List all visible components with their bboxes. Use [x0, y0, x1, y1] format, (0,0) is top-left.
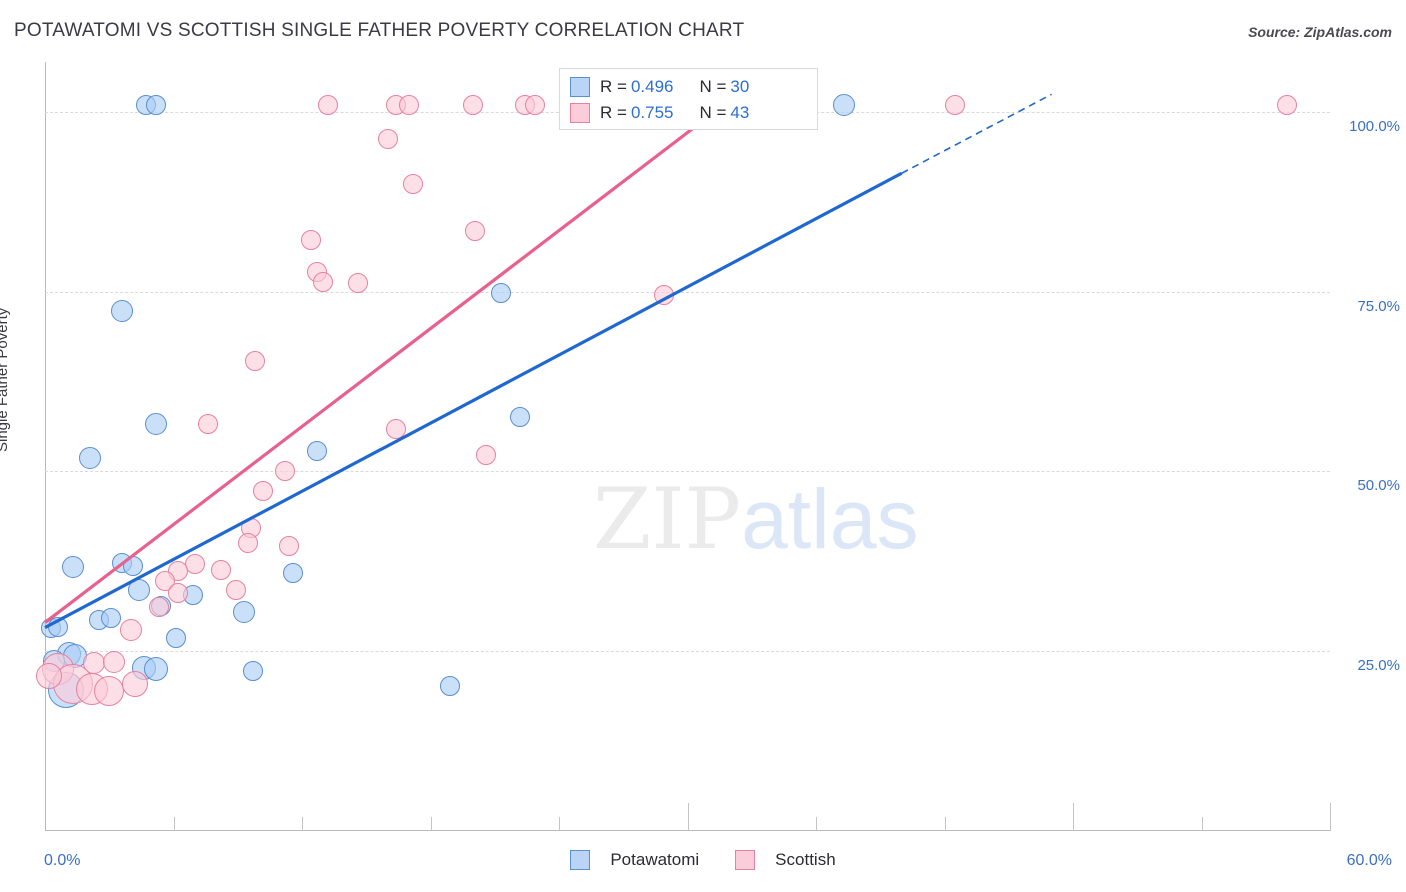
- data-point[interactable]: [102, 651, 125, 674]
- page-title: POTAWATOMI VS SCOTTISH SINGLE FATHER POV…: [14, 20, 745, 41]
- data-point[interactable]: [238, 532, 259, 553]
- data-point[interactable]: [491, 283, 512, 304]
- x-axis-tick: [1330, 803, 1331, 831]
- data-point[interactable]: [274, 461, 295, 482]
- zipatlas-watermark: ZIPatlas: [593, 470, 919, 568]
- stats-row: R = 0.755 N = 43: [570, 100, 807, 126]
- series-legend: Potawatomi Scottish: [0, 850, 1406, 870]
- data-point[interactable]: [510, 407, 531, 428]
- stats-r-value: 0.755: [630, 103, 674, 122]
- y-axis-tick-label: 75.0%: [1357, 297, 1400, 315]
- stats-row: R = 0.496 N = 30: [570, 74, 807, 100]
- gridline: [45, 471, 1330, 473]
- data-point[interactable]: [242, 660, 263, 681]
- y-axis-tick-label: 25.0%: [1357, 656, 1400, 674]
- x-axis-tick: [816, 817, 817, 831]
- x-axis-min-label: 0.0%: [44, 852, 81, 869]
- data-point[interactable]: [122, 555, 143, 576]
- stats-swatch-scottish: [570, 103, 590, 123]
- data-point[interactable]: [317, 95, 338, 116]
- data-point[interactable]: [61, 555, 84, 578]
- x-axis-tick: [944, 817, 946, 831]
- x-axis-tick: [559, 817, 560, 831]
- data-point[interactable]: [121, 670, 148, 697]
- x-axis-tick: [430, 817, 432, 831]
- stats-r-label: R =: [600, 103, 627, 122]
- y-axis-tick-label: 50.0%: [1357, 477, 1400, 495]
- gridline: [45, 291, 1330, 293]
- stats-r-value: 0.496: [630, 77, 674, 96]
- data-point[interactable]: [167, 583, 188, 604]
- data-point[interactable]: [197, 414, 218, 435]
- watermark-atlas: atlas: [741, 472, 919, 566]
- stats-n-value: 30: [730, 77, 750, 96]
- stats-n-label: N =: [699, 103, 727, 122]
- data-point[interactable]: [347, 273, 368, 294]
- data-point[interactable]: [210, 560, 231, 581]
- data-point[interactable]: [78, 447, 101, 470]
- stats-swatch-potawatomi: [570, 77, 590, 97]
- data-point[interactable]: [399, 95, 420, 116]
- data-point[interactable]: [184, 553, 205, 574]
- source-attribution: Source: ZipAtlas.com: [1248, 24, 1392, 40]
- data-point[interactable]: [47, 616, 68, 637]
- data-point[interactable]: [244, 350, 265, 371]
- watermark-zip: ZIP: [593, 470, 742, 568]
- data-point[interactable]: [101, 608, 122, 629]
- data-point[interactable]: [465, 220, 486, 241]
- gridline: [45, 650, 1330, 652]
- data-point[interactable]: [1277, 95, 1298, 116]
- legend-item-scottish[interactable]: Scottish: [735, 850, 836, 870]
- data-point[interactable]: [283, 563, 304, 584]
- x-axis-tick: [1073, 803, 1074, 831]
- data-point[interactable]: [94, 675, 125, 706]
- data-point[interactable]: [306, 441, 327, 462]
- data-point[interactable]: [128, 578, 151, 601]
- x-axis-tick: [173, 817, 175, 831]
- data-point[interactable]: [144, 656, 169, 681]
- data-point[interactable]: [313, 271, 334, 292]
- data-point[interactable]: [300, 230, 321, 250]
- x-axis-max-label: 60.0%: [1346, 852, 1392, 869]
- data-point[interactable]: [403, 174, 424, 195]
- data-point[interactable]: [233, 600, 256, 623]
- legend-swatch-potawatomi: [570, 850, 591, 870]
- data-point[interactable]: [439, 676, 460, 697]
- data-point[interactable]: [145, 412, 168, 435]
- data-point[interactable]: [148, 597, 169, 618]
- x-axis-tick: [687, 803, 689, 831]
- data-point[interactable]: [36, 662, 63, 689]
- y-axis-title: Single Father Poverty: [0, 307, 11, 452]
- data-point[interactable]: [225, 579, 246, 600]
- stats-r-label: R =: [600, 77, 627, 96]
- data-point[interactable]: [111, 300, 134, 323]
- legend-item-potawatomi[interactable]: Potawatomi: [570, 850, 699, 870]
- legend-label-scottish: Scottish: [775, 850, 836, 869]
- data-point[interactable]: [165, 628, 186, 649]
- data-point[interactable]: [119, 619, 142, 642]
- data-point[interactable]: [653, 284, 674, 305]
- data-point[interactable]: [253, 481, 274, 502]
- data-point[interactable]: [279, 535, 300, 556]
- correlation-stats-box: R = 0.496 N = 30 R = 0.755 N = 43: [559, 68, 818, 130]
- legend-label-potawatomi: Potawatomi: [610, 850, 700, 869]
- x-axis-tick: [302, 817, 303, 831]
- y-axis-tick-label: 100.0%: [1349, 118, 1400, 136]
- stats-n-label: N =: [699, 77, 727, 96]
- data-point[interactable]: [386, 418, 407, 439]
- scatter-plot-area: ZIPatlas: [36, 62, 1331, 831]
- data-point[interactable]: [832, 94, 855, 117]
- data-point[interactable]: [476, 445, 497, 466]
- x-axis-tick: [1201, 817, 1203, 831]
- stats-n-value: 43: [730, 103, 750, 122]
- legend-swatch-scottish: [735, 850, 756, 870]
- data-point[interactable]: [377, 128, 398, 149]
